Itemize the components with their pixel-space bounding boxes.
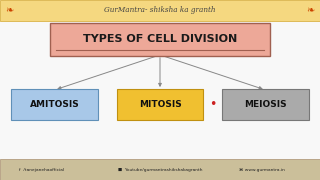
- Text: ❧: ❧: [5, 5, 14, 15]
- Text: ■  Youtube/gurmantrashikshakagranth: ■ Youtube/gurmantrashikshakagranth: [118, 168, 202, 172]
- Text: TYPES OF CELL DIVISION: TYPES OF CELL DIVISION: [83, 34, 237, 44]
- Bar: [0, 0, 320, 21]
- Text: ❧: ❧: [306, 5, 315, 15]
- Bar: [0, 159, 320, 180]
- Text: MITOSIS: MITOSIS: [139, 100, 181, 109]
- Text: f  /tanejanehaofficial: f /tanejanehaofficial: [19, 168, 64, 172]
- FancyBboxPatch shape: [117, 89, 203, 120]
- Text: •: •: [209, 98, 217, 111]
- Text: GurMantra- shiksha ka granth: GurMantra- shiksha ka granth: [104, 6, 216, 14]
- Text: AMITOSIS: AMITOSIS: [29, 100, 79, 109]
- FancyBboxPatch shape: [50, 23, 270, 56]
- FancyBboxPatch shape: [222, 89, 309, 120]
- Text: MEIOSIS: MEIOSIS: [244, 100, 287, 109]
- FancyBboxPatch shape: [11, 89, 98, 120]
- Text: ⌘ www.gurmantra.in: ⌘ www.gurmantra.in: [239, 168, 285, 172]
